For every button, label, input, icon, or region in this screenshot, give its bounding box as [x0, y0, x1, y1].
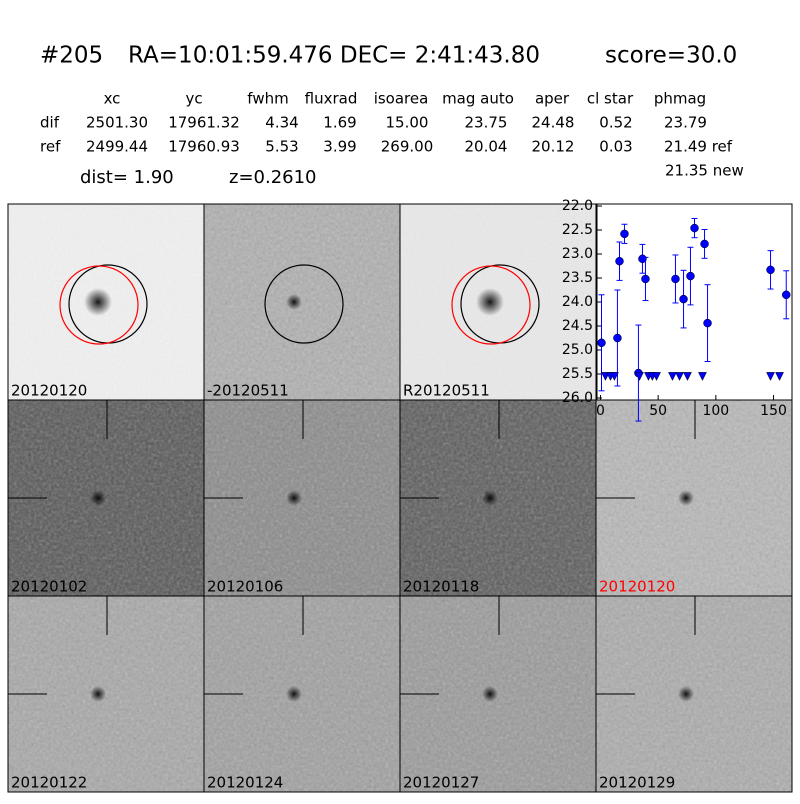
limit-point: [675, 372, 684, 381]
source: [84, 288, 112, 316]
limit-point: [683, 372, 692, 381]
cell: 2501.30: [86, 114, 148, 132]
limit-point: [610, 372, 619, 381]
limit-point: [698, 372, 707, 381]
x-tick-label: 0: [596, 403, 605, 419]
redshift: z=0.2610: [229, 167, 317, 188]
cell: 0.52: [599, 114, 632, 132]
point: [781, 290, 791, 300]
col-header: mag auto: [442, 90, 514, 108]
point: [671, 274, 680, 284]
x-tick-label: 50: [649, 403, 667, 419]
stamp-frame: [595, 595, 793, 793]
cell: 4.34: [265, 114, 298, 132]
col-header: yc: [185, 90, 202, 108]
cell: 3.99: [323, 138, 356, 156]
point: [620, 229, 629, 239]
source: [286, 490, 302, 506]
col-header: phmag: [654, 90, 706, 108]
col-header: fluxrad: [305, 90, 358, 108]
col-header: aper: [535, 90, 570, 108]
cell: 1.69: [323, 114, 356, 132]
point: [686, 271, 695, 281]
cell: 269.00: [381, 138, 434, 156]
y-tick-label: 24.5: [562, 318, 593, 334]
stamp-label: 20120127: [403, 774, 479, 792]
stamp-label: 20120122: [11, 774, 87, 792]
y-tick-label: 22.5: [562, 222, 593, 238]
source: [90, 686, 106, 702]
point: [766, 265, 775, 275]
source: [90, 490, 106, 506]
y-tick-label: 25.5: [562, 366, 593, 382]
point: [613, 333, 622, 343]
y-tick-label: 24.0: [562, 294, 593, 310]
source: [286, 294, 302, 310]
stamp-label: -20120511: [207, 382, 289, 400]
cell: 17961.32: [168, 114, 240, 132]
y-tick-label: 26.0: [562, 390, 593, 406]
y-tick-label: 23.0: [562, 246, 593, 262]
y-tick-label: 25.0: [562, 342, 593, 358]
point: [679, 294, 688, 304]
cell: 23.79: [664, 114, 707, 132]
source: [476, 288, 504, 316]
limit-point: [652, 372, 661, 381]
stamp-label: 20120120: [11, 382, 87, 400]
aperture: [264, 264, 344, 344]
cand-id: #205: [40, 43, 103, 69]
cell: 24.48: [532, 114, 575, 132]
cell: 5.53: [265, 138, 298, 156]
phmag-new: 21.35 new: [665, 162, 744, 180]
stamp-label: 20120129: [599, 774, 675, 792]
point: [615, 256, 624, 266]
col-header: cl star: [587, 90, 634, 108]
point: [597, 338, 606, 348]
y-tick-label: 23.5: [562, 270, 593, 286]
stamp-label: 20120118: [403, 578, 479, 596]
stamp-label: 20120120: [599, 578, 675, 596]
cell: 17960.93: [168, 138, 240, 156]
score: score=30.0: [605, 43, 737, 69]
row-label: dif: [40, 114, 60, 132]
coords: RA=10:01:59.476 DEC= 2:41:43.80: [128, 43, 540, 69]
aperture-ref: [59, 265, 139, 345]
x-tick-label: 100: [702, 403, 729, 419]
point: [641, 274, 650, 284]
y-tick-label: 22.0: [562, 198, 593, 214]
stamp-label: R20120511: [403, 382, 490, 400]
point: [700, 239, 709, 249]
limit-point: [775, 372, 784, 381]
cell: 0.03: [599, 138, 632, 156]
cell: 15.00: [386, 114, 429, 132]
cell: 20.12: [532, 138, 575, 156]
col-header: isoarea: [374, 90, 429, 108]
point: [703, 318, 712, 328]
row-label: ref: [40, 138, 61, 156]
cell: 2499.44: [86, 138, 148, 156]
limit-point: [635, 372, 644, 381]
source: [678, 686, 694, 702]
cell: 20.04: [465, 138, 508, 156]
stamp-label: 20120102: [11, 578, 87, 596]
stamp-label: 20120124: [207, 774, 283, 792]
stamp-label: 20120106: [207, 578, 283, 596]
x-tick-label: 150: [760, 403, 787, 419]
limit-point: [668, 372, 677, 381]
point: [638, 254, 647, 264]
aperture-ref: [451, 265, 531, 345]
limit-point: [766, 372, 775, 381]
source: [286, 686, 302, 702]
source: [678, 490, 694, 506]
source: [482, 490, 498, 506]
dist: dist= 1.90: [80, 167, 174, 188]
point: [690, 223, 699, 233]
source: [482, 686, 498, 702]
cell: 23.75: [465, 114, 508, 132]
cell: 21.49 ref: [664, 138, 733, 156]
col-header: xc: [104, 90, 121, 108]
col-header: fwhm: [247, 90, 288, 108]
